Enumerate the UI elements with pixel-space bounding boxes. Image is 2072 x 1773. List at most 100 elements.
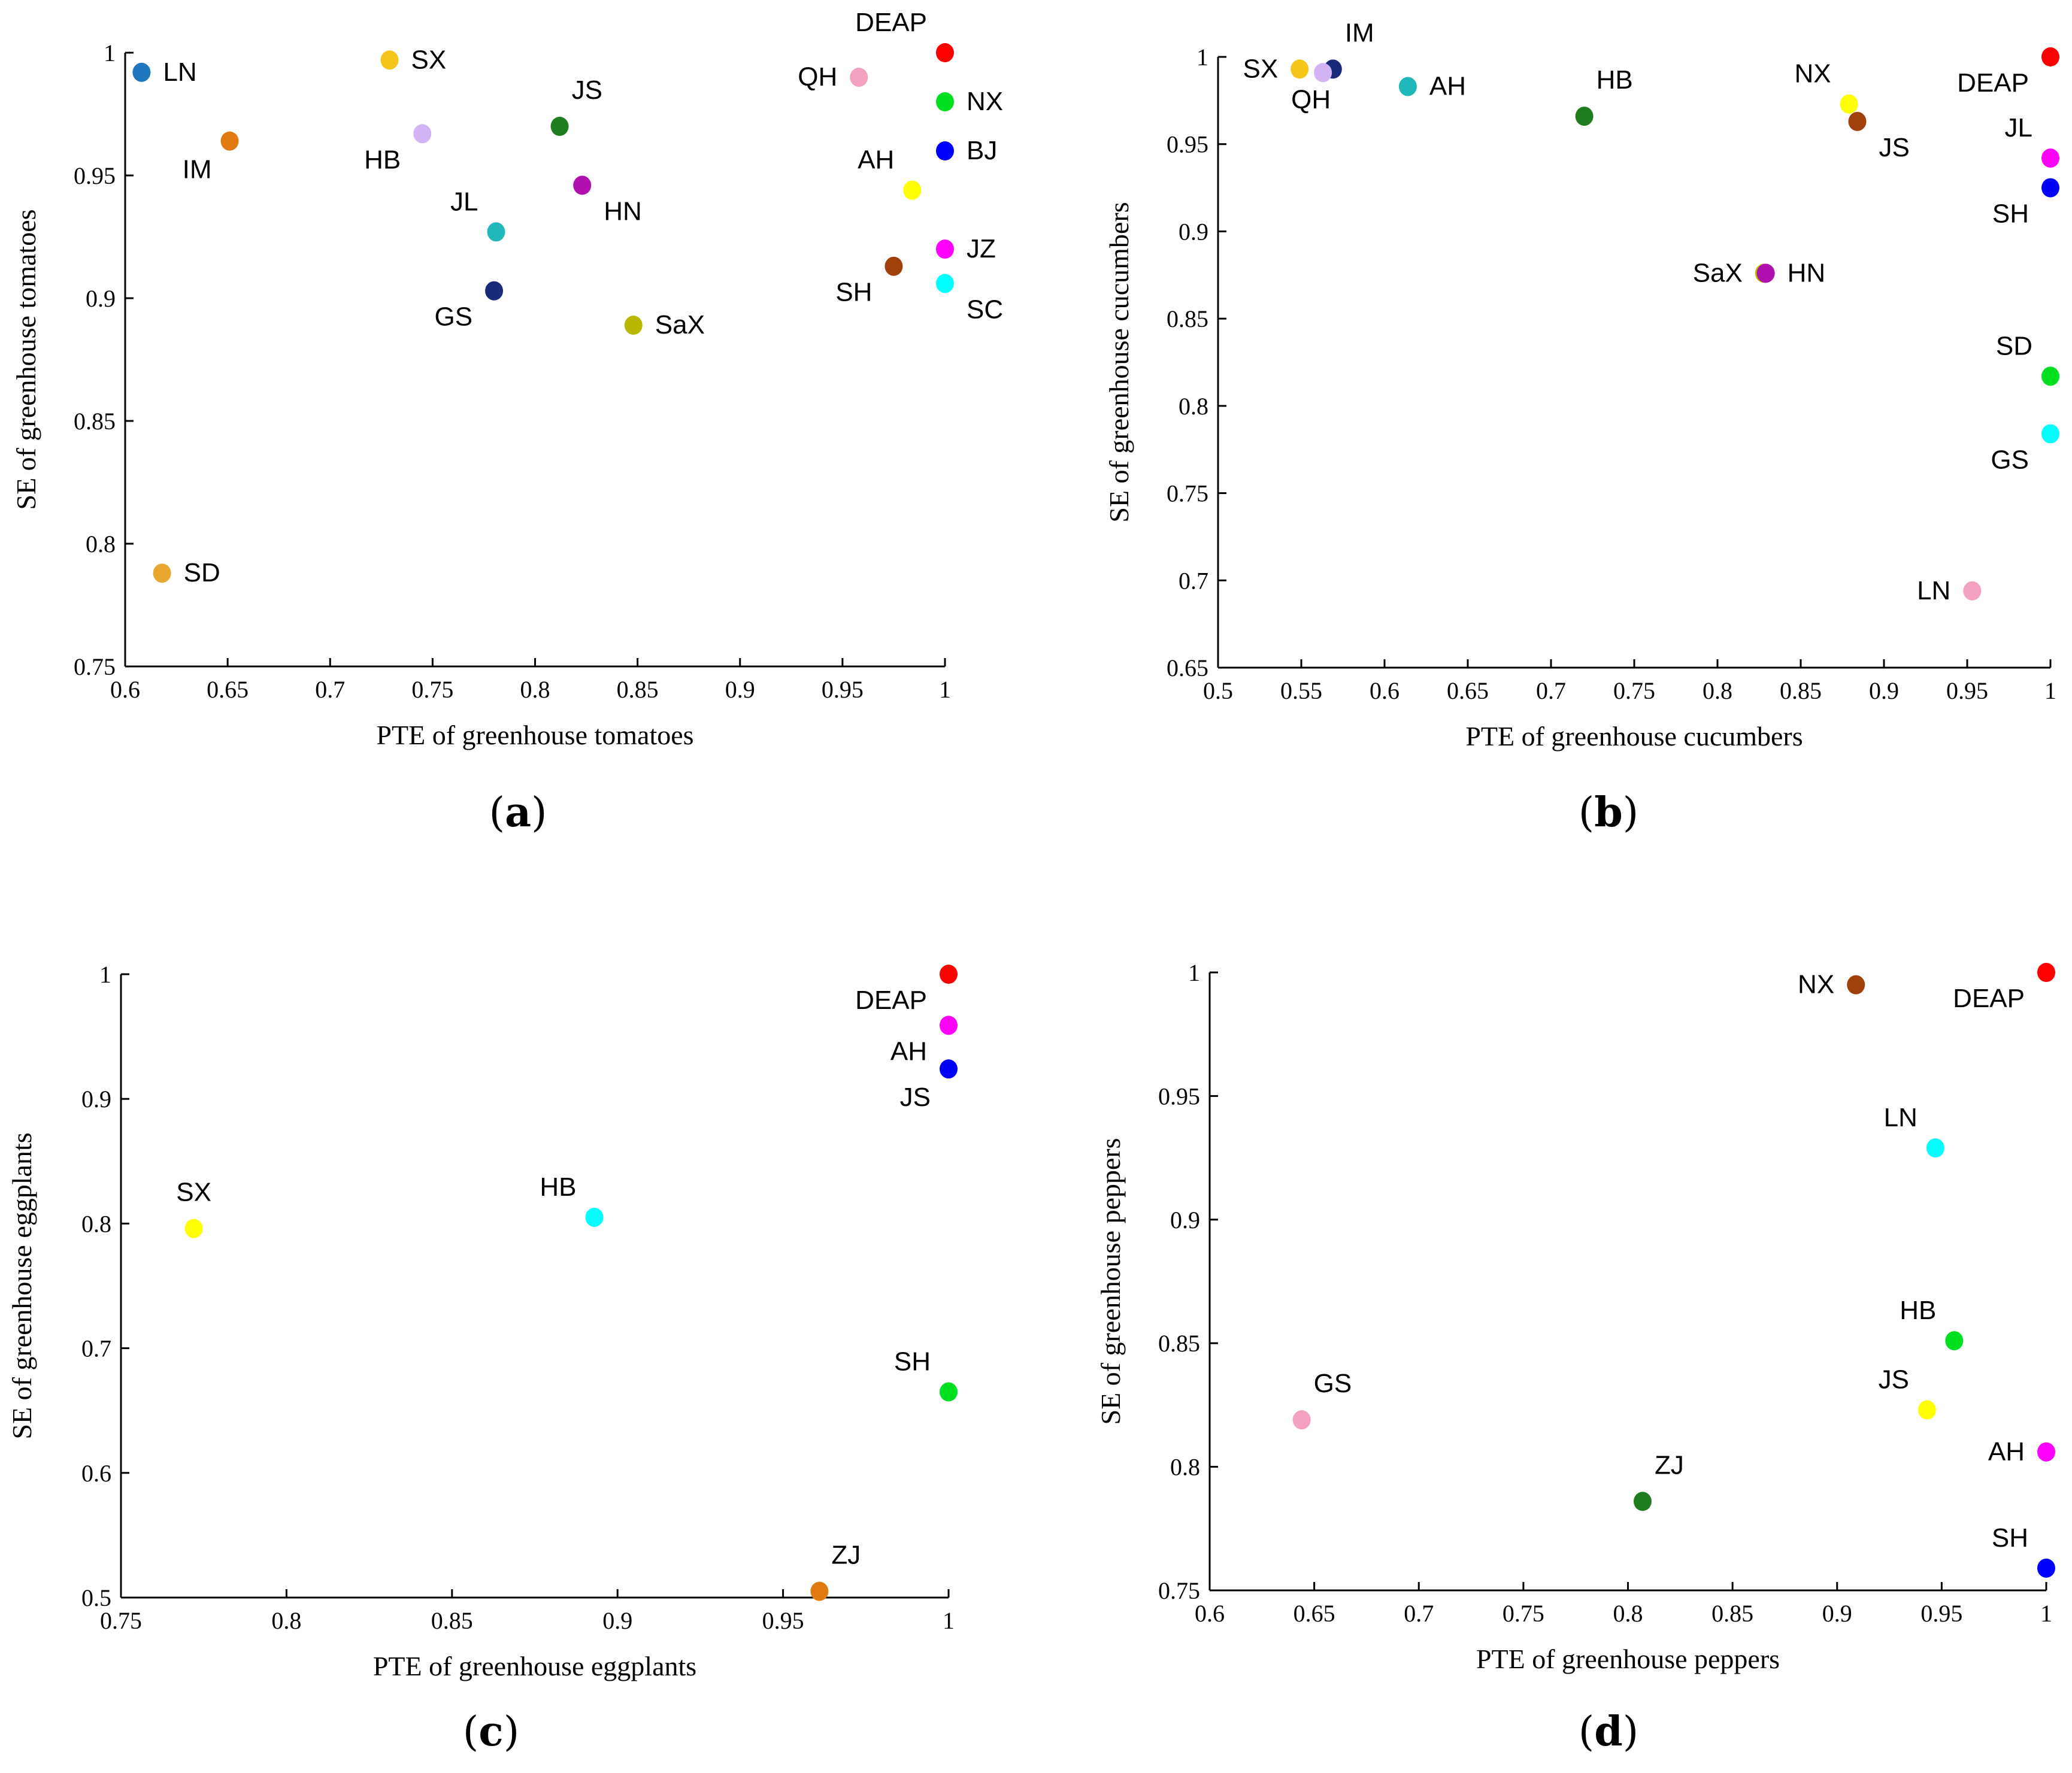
- data-point-qh: [1314, 63, 1332, 83]
- y-tick-label: 0.9: [86, 285, 116, 312]
- caption-text: (c): [463, 1708, 519, 1756]
- data-point-nx: [936, 92, 954, 111]
- data-point-deap: [940, 965, 958, 984]
- caption-close-paren: ): [1623, 1708, 1639, 1756]
- data-point-deap: [936, 43, 954, 62]
- data-point-im: [220, 131, 239, 151]
- x-tick-label: 0.85: [617, 676, 659, 703]
- caption-letter: a: [505, 789, 531, 837]
- y-tick-label: 0.8: [81, 1210, 111, 1237]
- x-tick-label: 0.9: [725, 676, 755, 703]
- panel-caption: (d): [1579, 1708, 1639, 1756]
- y-tick-label: 0.75: [1167, 480, 1208, 507]
- point-label-sx: SX: [411, 45, 447, 74]
- x-tick-label: 0.95: [1920, 1600, 1962, 1627]
- y-tick-label: 1: [1196, 44, 1208, 71]
- point-label-js: JS: [1879, 133, 1910, 162]
- x-axis-title: PTE of greenhouse tomatoes: [376, 720, 693, 750]
- point-label-bj: BJ: [967, 136, 997, 165]
- y-tick-label: 0.95: [74, 162, 116, 189]
- data-point-sh: [884, 256, 903, 276]
- point-label-im: IM: [183, 155, 212, 184]
- point-label-hb: HB: [540, 1172, 576, 1202]
- data-point-deap: [2041, 47, 2059, 66]
- point-label-nx: NX: [967, 87, 1003, 116]
- x-tick-label: 0.75: [411, 676, 453, 703]
- data-point-bj: [936, 141, 954, 160]
- y-tick-label: 1: [1188, 959, 1200, 986]
- point-label-im: IM: [1345, 18, 1374, 47]
- data-point-sh: [940, 1382, 958, 1402]
- x-tick-label: 0.6: [1370, 677, 1399, 704]
- point-label-ln: LN: [163, 57, 196, 87]
- y-tick-label: 0.85: [74, 408, 116, 435]
- point-label-ah: AH: [1429, 72, 1466, 101]
- caption-text: (d): [1579, 1708, 1639, 1756]
- panel-caption: (c): [463, 1708, 519, 1756]
- y-tick-label: 0.9: [1179, 218, 1208, 245]
- data-point-sh: [2037, 1558, 2055, 1578]
- data-point-sax: [624, 316, 643, 335]
- data-point-js: [940, 1059, 958, 1079]
- caption-close-paren: ): [504, 1708, 520, 1756]
- chart-panel-2: 0.5 0.55 0.6 0.65 0.7 0.75 0.8 0.85 0.9 0.95 1 0.65…: [1104, 18, 2059, 837]
- x-tick-label: 0.55: [1280, 677, 1322, 704]
- data-point-ah: [1398, 77, 1417, 96]
- y-tick-label: 0.75: [74, 653, 116, 680]
- y-axis-title: SE of greenhouse cucumbers: [1104, 202, 1134, 522]
- data-point-sd: [2041, 366, 2059, 386]
- x-tick-label: 0.95: [762, 1607, 804, 1634]
- data-point-gs: [2041, 424, 2059, 444]
- data-point-nx: [1840, 94, 1858, 114]
- point-label-qh: QH: [1291, 85, 1331, 114]
- x-tick-label: 0.75: [100, 1607, 142, 1634]
- data-point-hn: [1756, 263, 1775, 283]
- x-tick-label: 0.7: [1404, 1600, 1434, 1627]
- data-point-nx: [1847, 975, 1865, 995]
- chart-panel-4: 0.6 0.65 0.7 0.75 0.8 0.85 0.9 0.95 1 0.75 0.8 0.85…: [1095, 959, 2055, 1756]
- y-tick-label: 0.8: [1179, 393, 1208, 420]
- data-point-js: [1917, 1400, 1936, 1420]
- data-point-sx: [184, 1219, 203, 1238]
- x-tick-label: 0.9: [1822, 1600, 1852, 1627]
- x-tick-label: 0.95: [1946, 677, 1988, 704]
- point-label-sd: SD: [184, 558, 220, 587]
- data-point-zj: [810, 1581, 829, 1601]
- point-label-js: JS: [1879, 1365, 1909, 1395]
- caption-close-paren: ): [531, 789, 547, 837]
- data-point-sh: [2041, 178, 2059, 198]
- point-label-nx: NX: [1798, 970, 1834, 999]
- data-point-gs: [485, 281, 504, 301]
- x-tick-label: 1: [939, 676, 951, 703]
- x-tick-label: 0.65: [207, 676, 249, 703]
- x-tick-label: 1: [943, 1607, 955, 1634]
- point-label-sh: SH: [894, 1347, 931, 1376]
- y-tick-label: 0.65: [1167, 654, 1208, 681]
- y-tick-label: 0.9: [1170, 1207, 1200, 1233]
- caption-open-paren: (: [463, 1708, 479, 1756]
- x-axis-title: PTE of greenhouse peppers: [1476, 1644, 1780, 1674]
- point-label-sh: SH: [835, 278, 872, 307]
- x-tick-label: 0.8: [271, 1607, 301, 1634]
- point-label-sx: SX: [176, 1178, 211, 1207]
- point-label-hb: HB: [1900, 1296, 1936, 1325]
- caption-letter: c: [478, 1708, 503, 1756]
- data-point-sx: [1291, 59, 1309, 79]
- x-tick-label: 0.75: [1613, 677, 1655, 704]
- y-tick-label: 0.7: [81, 1335, 111, 1362]
- panel-caption: (a): [489, 789, 547, 837]
- point-label-ln: LN: [1917, 576, 1950, 605]
- point-label-ln: LN: [1884, 1103, 1917, 1132]
- data-point-ah: [2037, 1442, 2055, 1462]
- point-label-jl: JL: [2005, 113, 2032, 143]
- x-tick-label: 0.85: [1780, 677, 1822, 704]
- x-tick-label: 1: [2040, 1600, 2052, 1627]
- data-point-ln: [1963, 581, 1982, 601]
- y-tick-label: 0.9: [81, 1086, 111, 1113]
- data-point-jl: [487, 222, 505, 242]
- point-label-ah: AH: [1988, 1437, 2025, 1466]
- data-point-hb: [1945, 1331, 1964, 1351]
- point-label-gs: GS: [1991, 445, 2029, 474]
- data-point-hb: [413, 124, 432, 144]
- y-tick-label: 1: [104, 40, 116, 66]
